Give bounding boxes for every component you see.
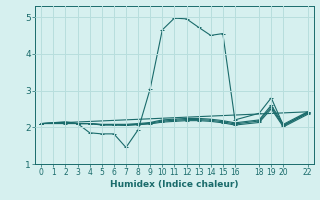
X-axis label: Humidex (Indice chaleur): Humidex (Indice chaleur) [110, 180, 239, 189]
